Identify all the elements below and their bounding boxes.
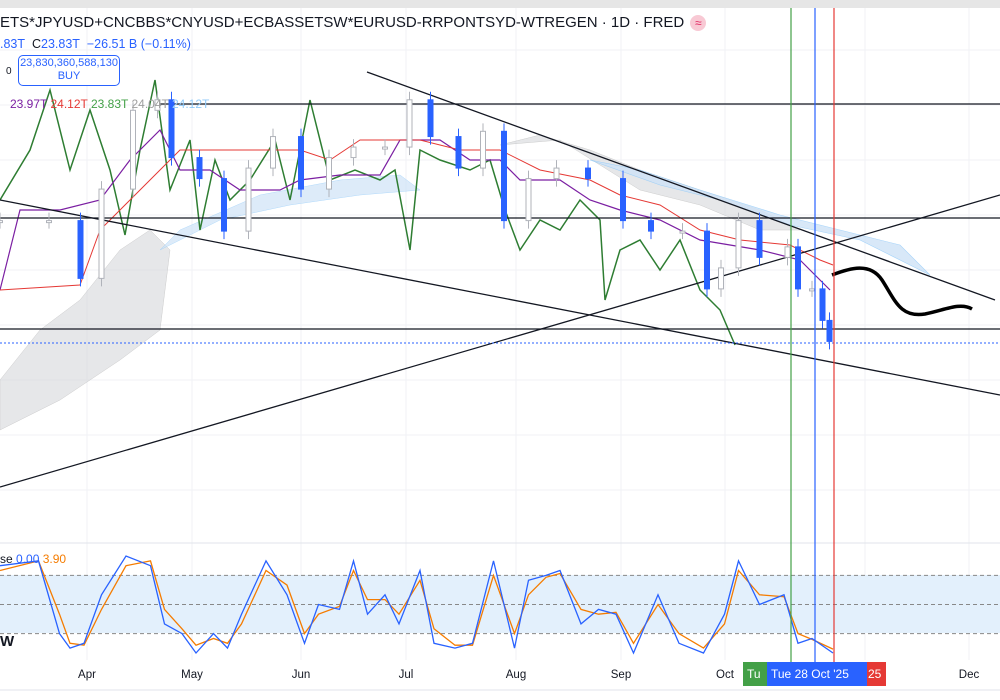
x-tick-label: Apr [78, 669, 96, 681]
candle [553, 167, 560, 180]
candles [0, 91, 833, 350]
chart-title: ETS*JPYUSD+CNCBBS*CNYUSD+ECBASSETSW*EURU… [0, 14, 707, 31]
candle [455, 136, 462, 169]
x-tick-label: Aug [505, 669, 527, 681]
candle [795, 246, 801, 290]
candle [168, 99, 175, 159]
candle [298, 136, 304, 190]
date-flag-red[interactable]: 25 [864, 662, 886, 686]
freehand-projection [831, 266, 973, 317]
candle [480, 130, 486, 169]
stoch-k-value: 0.00 [16, 552, 40, 566]
buy-button[interactable]: 23,830,360,588,130 BUY [18, 55, 120, 86]
candle [196, 157, 203, 180]
stoch-legend: se 0.00 3.90 [0, 552, 66, 566]
ichimoku-cloud-blue [159, 174, 421, 251]
candle [809, 288, 815, 292]
ichimoku-cloud-grey [0, 229, 171, 431]
trendline-descending-upper [366, 71, 996, 301]
candle [819, 288, 826, 321]
ichimoku-cloud-blue-2 [589, 159, 931, 276]
ichimoku-value: 24.04T [131, 97, 169, 111]
ohlc-legend: .83T C23.83T −26.51 B (−0.11%) [0, 37, 191, 51]
close-value: 23.83T [41, 37, 80, 51]
candle [826, 319, 833, 342]
candle [130, 109, 136, 190]
trendline-ascending [0, 194, 1000, 488]
candle [679, 230, 686, 234]
candle [648, 220, 654, 232]
x-tick-label: May [181, 669, 203, 681]
candle [718, 267, 724, 290]
candle [154, 99, 161, 111]
candle [221, 178, 227, 232]
stoch-k-line [0, 555, 834, 655]
ohlc-low: .83T [0, 37, 26, 51]
candle [382, 146, 388, 150]
candle [620, 178, 626, 222]
x-tick-label: Sep [610, 669, 632, 681]
order-quantity: 0 [6, 66, 12, 77]
ichimoku-legend: 23.97T 24.12T 23.83T 24.04T 24.12T [0, 97, 209, 111]
candle [245, 167, 252, 232]
close-label: C [31, 37, 41, 51]
candle [98, 188, 105, 279]
stoch-d-value: 3.90 [42, 552, 67, 566]
ichimoku-value: 24.12T [172, 97, 210, 111]
pane-label: W [0, 633, 15, 650]
data-source-icon[interactable]: ≈ [690, 15, 707, 31]
candle [77, 220, 84, 279]
stoch-label: se [0, 552, 13, 566]
ichimoku-value: 23.83T [91, 97, 129, 111]
ichimoku-value: 24.12T [50, 97, 88, 111]
candle [525, 178, 532, 222]
ichimoku-cloud-grey-2 [499, 134, 801, 231]
candle [784, 246, 791, 258]
top-toolbar [0, 0, 1000, 8]
trendline-descending-lower [0, 199, 1000, 396]
buy-label: BUY [57, 70, 81, 82]
date-flag-blue[interactable]: Tue 28 Oct '25 [767, 662, 867, 686]
candle [585, 167, 591, 180]
candle [756, 220, 763, 258]
candle [46, 220, 52, 224]
x-tick-label: Dec [958, 669, 980, 681]
ichimoku-value: 23.97T [10, 97, 48, 111]
candle [270, 136, 276, 169]
candle [0, 220, 3, 224]
candle [501, 130, 507, 222]
candle [427, 99, 434, 138]
buy-price: 23,830,360,588,130 [20, 57, 118, 69]
change-value: −26.51 B (−0.11%) [86, 37, 191, 51]
candle [704, 230, 710, 290]
candle [326, 157, 332, 190]
x-tick-label: Jun [291, 669, 311, 681]
candle [735, 220, 742, 269]
symbol-title[interactable]: ETS*JPYUSD+CNCBBS*CNYUSD+ECBASSETSW*EURU… [0, 14, 685, 31]
x-tick-label: Oct [716, 669, 734, 681]
candle [406, 99, 413, 148]
x-tick-label: Jul [398, 669, 414, 681]
candle [350, 146, 357, 159]
